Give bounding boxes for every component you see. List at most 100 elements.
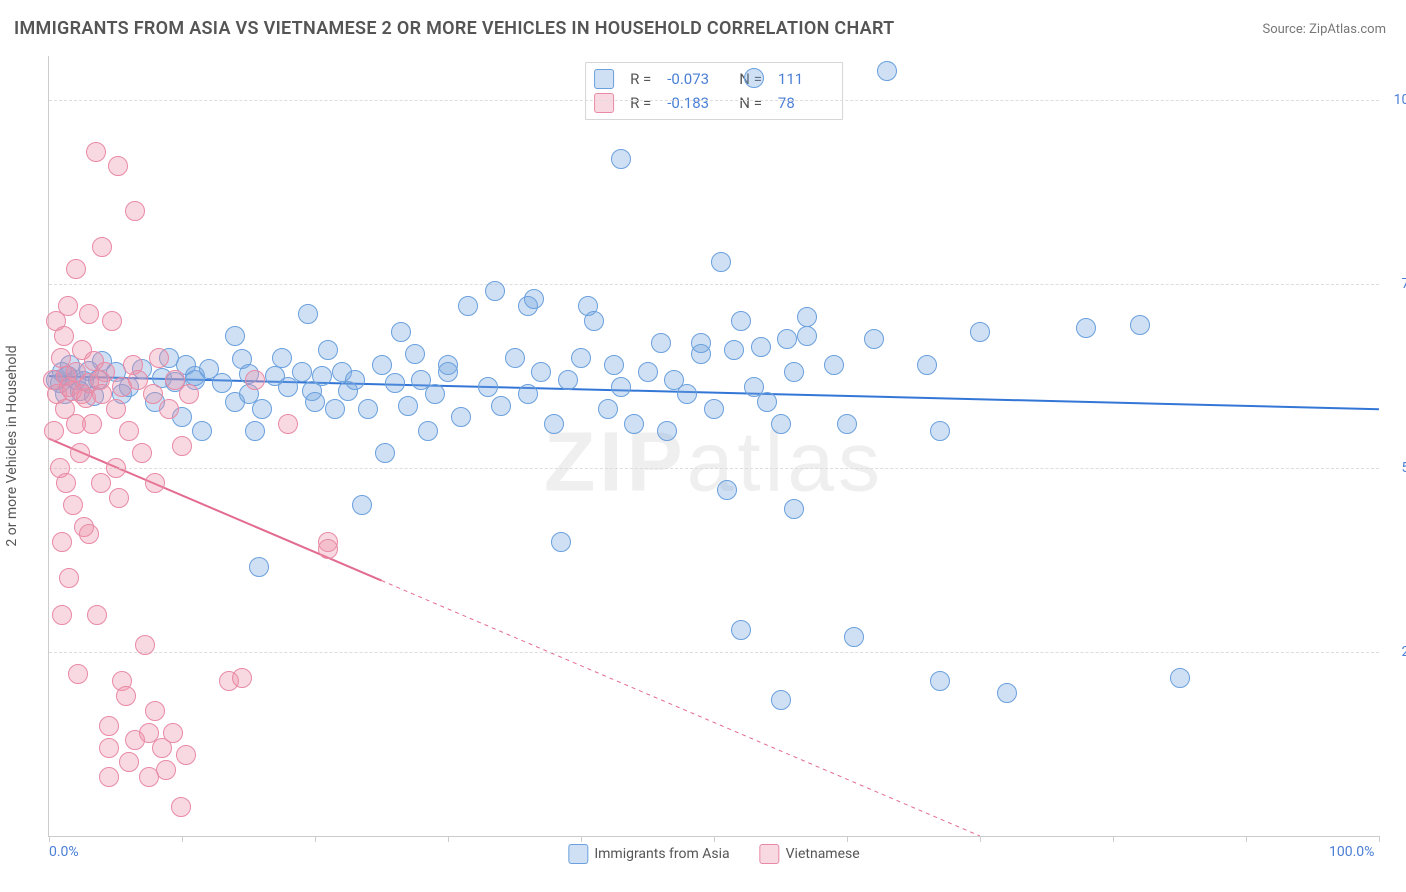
legend-swatch bbox=[568, 844, 588, 864]
scatter-point bbox=[54, 326, 74, 346]
scatter-point bbox=[744, 68, 764, 88]
legend-n-label: N = bbox=[739, 94, 762, 112]
scatter-point bbox=[657, 421, 677, 441]
scatter-point bbox=[704, 399, 724, 419]
scatter-point bbox=[99, 738, 119, 758]
scatter-point bbox=[784, 499, 804, 519]
scatter-point bbox=[491, 396, 511, 416]
scatter-point bbox=[438, 362, 458, 382]
scatter-point bbox=[651, 333, 671, 353]
gridline bbox=[49, 100, 1379, 101]
series-legend-label: Vietnamese bbox=[786, 846, 860, 862]
legend-swatch bbox=[594, 93, 614, 113]
scatter-point bbox=[68, 664, 88, 684]
scatter-point bbox=[52, 532, 72, 552]
correlation-legend: R =-0.073N =111R =-0.183N =78 bbox=[585, 62, 843, 120]
scatter-point bbox=[375, 443, 395, 463]
scatter-point bbox=[108, 156, 128, 176]
scatter-point bbox=[95, 362, 115, 382]
scatter-point bbox=[624, 414, 644, 434]
scatter-point bbox=[391, 322, 411, 342]
gridline bbox=[49, 284, 1379, 285]
x-tick-mark bbox=[1113, 836, 1114, 842]
scatter-point bbox=[524, 289, 544, 309]
x-tick-mark bbox=[714, 836, 715, 842]
scatter-point bbox=[325, 399, 345, 419]
scatter-point bbox=[358, 399, 378, 419]
scatter-point bbox=[109, 488, 129, 508]
legend-r-value: -0.183 bbox=[667, 94, 723, 112]
scatter-point bbox=[70, 443, 90, 463]
scatter-point bbox=[249, 557, 269, 577]
scatter-point bbox=[245, 370, 265, 390]
legend-r-label: R = bbox=[630, 70, 651, 88]
scatter-point bbox=[145, 473, 165, 493]
scatter-point bbox=[970, 322, 990, 342]
scatter-point bbox=[824, 355, 844, 375]
scatter-point bbox=[771, 690, 791, 710]
scatter-point bbox=[611, 149, 631, 169]
scatter-point bbox=[82, 414, 102, 434]
scatter-point bbox=[312, 366, 332, 386]
scatter-point bbox=[864, 329, 884, 349]
scatter-point bbox=[418, 421, 438, 441]
scatter-point bbox=[292, 362, 312, 382]
scatter-point bbox=[751, 337, 771, 357]
scatter-point bbox=[66, 259, 86, 279]
scatter-point bbox=[135, 635, 155, 655]
legend-swatch bbox=[594, 69, 614, 89]
x-tick-mark bbox=[49, 836, 50, 842]
scatter-point bbox=[531, 362, 551, 382]
legend-r-value: -0.073 bbox=[667, 70, 723, 88]
scatter-point bbox=[551, 532, 571, 552]
scatter-point bbox=[731, 620, 751, 640]
scatter-point bbox=[145, 701, 165, 721]
scatter-point bbox=[132, 443, 152, 463]
scatter-point bbox=[405, 344, 425, 364]
scatter-point bbox=[777, 329, 797, 349]
scatter-point bbox=[771, 414, 791, 434]
x-tick-mark bbox=[315, 836, 316, 842]
legend-r-label: R = bbox=[630, 94, 651, 112]
scatter-point bbox=[245, 421, 265, 441]
x-tick-label: 100.0% bbox=[1329, 844, 1374, 860]
scatter-point bbox=[917, 355, 937, 375]
scatter-point bbox=[232, 668, 252, 688]
scatter-point bbox=[797, 307, 817, 327]
scatter-point bbox=[611, 377, 631, 397]
scatter-point bbox=[116, 686, 136, 706]
chart-title: IMMIGRANTS FROM ASIA VS VIETNAMESE 2 OR … bbox=[14, 18, 895, 39]
scatter-point bbox=[119, 752, 139, 772]
scatter-point bbox=[156, 760, 176, 780]
scatter-point bbox=[298, 304, 318, 324]
scatter-point bbox=[318, 539, 338, 559]
scatter-point bbox=[212, 373, 232, 393]
y-axis-label: 2 or more Vehicles in Household bbox=[4, 345, 20, 546]
scatter-point bbox=[87, 605, 107, 625]
scatter-point bbox=[485, 281, 505, 301]
scatter-point bbox=[1076, 318, 1096, 338]
watermark: ZIPatlas bbox=[544, 413, 884, 510]
scatter-point bbox=[784, 362, 804, 382]
scatter-point bbox=[176, 745, 196, 765]
scatter-point bbox=[997, 683, 1017, 703]
scatter-point bbox=[163, 723, 183, 743]
y-tick-label: 100.0% bbox=[1384, 92, 1406, 108]
scatter-point bbox=[478, 377, 498, 397]
scatter-point bbox=[58, 296, 78, 316]
gridline bbox=[49, 468, 1379, 469]
scatter-point bbox=[372, 355, 392, 375]
scatter-point bbox=[159, 399, 179, 419]
x-tick-mark bbox=[847, 836, 848, 842]
scatter-point bbox=[99, 767, 119, 787]
scatter-point bbox=[385, 373, 405, 393]
scatter-point bbox=[225, 326, 245, 346]
legend-swatch bbox=[760, 844, 780, 864]
scatter-point bbox=[102, 311, 122, 331]
scatter-point bbox=[59, 568, 79, 588]
scatter-point bbox=[278, 414, 298, 434]
scatter-point bbox=[691, 333, 711, 353]
scatter-point bbox=[724, 340, 744, 360]
scatter-point bbox=[86, 142, 106, 162]
scatter-point bbox=[731, 311, 751, 331]
